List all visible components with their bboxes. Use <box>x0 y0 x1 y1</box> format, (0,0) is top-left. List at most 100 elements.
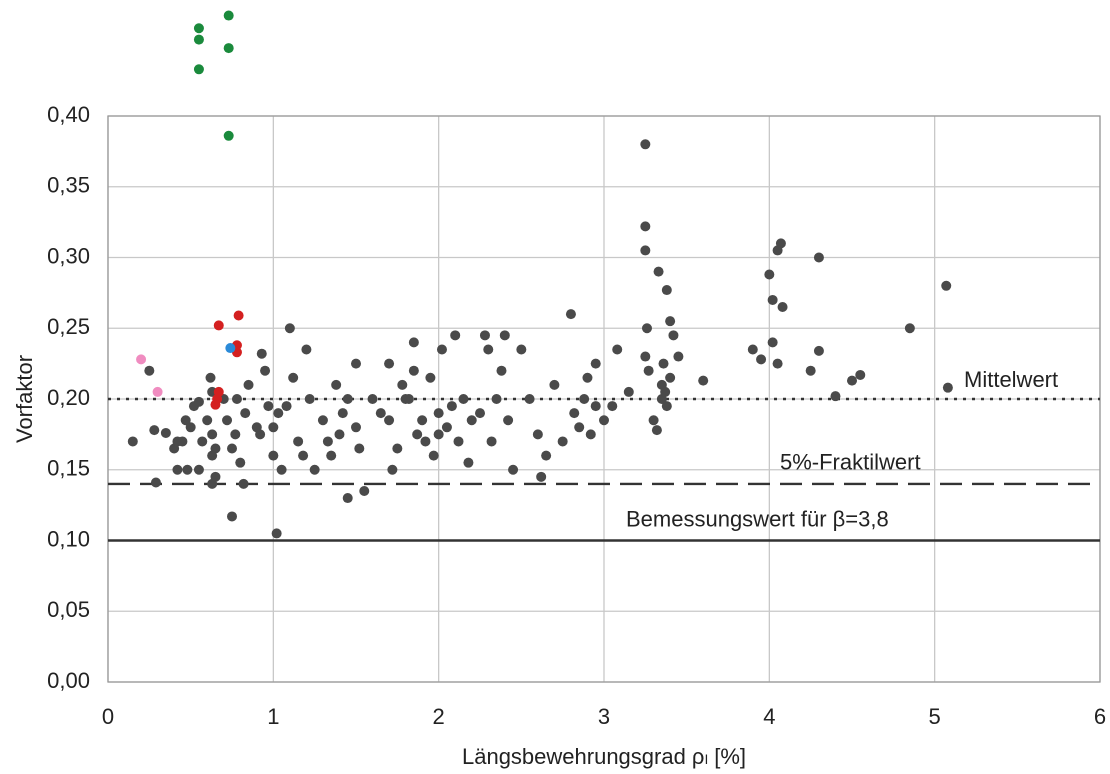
point <box>281 401 292 412</box>
y-axis-title: Vorfaktor <box>12 355 37 443</box>
point <box>536 471 547 482</box>
point <box>392 443 403 454</box>
point <box>397 379 408 390</box>
point <box>298 450 309 461</box>
point <box>428 450 439 461</box>
point <box>172 464 183 475</box>
point <box>942 382 953 393</box>
point <box>641 323 652 334</box>
point <box>152 386 163 397</box>
point <box>136 354 147 365</box>
point <box>210 471 221 482</box>
point <box>238 478 249 489</box>
point <box>223 10 234 21</box>
point <box>453 436 464 447</box>
point <box>607 401 618 412</box>
point <box>210 443 221 454</box>
point <box>243 379 254 390</box>
point <box>227 511 237 522</box>
point <box>202 415 213 426</box>
point <box>193 34 204 45</box>
point <box>516 344 527 355</box>
point <box>235 457 246 468</box>
point <box>304 394 315 404</box>
point <box>425 372 436 383</box>
point <box>855 369 866 380</box>
y-tick-label: 0,20 <box>47 385 90 410</box>
point <box>408 365 419 376</box>
point <box>486 436 497 447</box>
point <box>640 245 651 256</box>
point <box>579 394 590 404</box>
point <box>661 285 672 296</box>
point <box>317 415 328 426</box>
point <box>436 344 447 355</box>
point <box>223 130 234 141</box>
x-tick-label: 4 <box>763 704 775 729</box>
point <box>904 323 915 334</box>
point <box>503 415 514 426</box>
reference-label: Mittelwert <box>964 367 1058 392</box>
point <box>185 422 196 433</box>
point <box>658 358 669 369</box>
point <box>367 394 378 404</box>
point <box>764 269 775 280</box>
point <box>193 64 204 75</box>
point <box>433 429 444 440</box>
point <box>150 477 161 488</box>
point <box>450 330 461 341</box>
x-tick-label: 0 <box>102 704 114 729</box>
point <box>225 343 236 354</box>
point <box>532 429 543 440</box>
point <box>458 394 469 404</box>
point <box>359 485 370 496</box>
point <box>384 358 395 369</box>
y-tick-label: 0,25 <box>47 314 90 339</box>
point <box>375 408 386 419</box>
point <box>648 415 659 426</box>
point <box>301 344 312 355</box>
point <box>813 345 824 356</box>
point <box>273 408 284 419</box>
point <box>524 394 535 404</box>
point <box>408 337 419 348</box>
point <box>640 139 651 150</box>
point <box>585 429 596 440</box>
x-tick-label: 2 <box>433 704 445 729</box>
point <box>777 302 788 313</box>
point <box>309 464 320 475</box>
point <box>351 422 361 433</box>
point <box>284 323 295 334</box>
point <box>412 429 423 440</box>
y-tick-label: 0,05 <box>47 597 90 622</box>
point <box>207 429 218 440</box>
point <box>660 386 671 397</box>
x-axis-title: Längsbewehrungsgrad ρₗ [%] <box>462 744 746 769</box>
point <box>541 450 552 461</box>
y-tick-label: 0,35 <box>47 173 90 198</box>
point <box>149 425 160 436</box>
point <box>384 415 395 426</box>
x-tick-label: 6 <box>1094 704 1106 729</box>
point <box>549 379 560 390</box>
point <box>417 415 428 426</box>
point <box>499 330 510 341</box>
point <box>180 415 191 426</box>
point <box>260 365 271 376</box>
point <box>268 450 279 461</box>
point <box>210 399 221 410</box>
point <box>213 320 224 331</box>
point <box>326 450 337 461</box>
point <box>640 221 651 232</box>
point <box>256 348 267 359</box>
point <box>582 372 593 383</box>
point <box>941 280 952 291</box>
point <box>276 464 287 475</box>
point <box>160 427 171 438</box>
x-tick-label: 5 <box>929 704 941 729</box>
point <box>805 365 816 376</box>
point <box>698 375 709 386</box>
point <box>813 252 824 263</box>
point <box>475 408 485 419</box>
point <box>255 429 266 440</box>
